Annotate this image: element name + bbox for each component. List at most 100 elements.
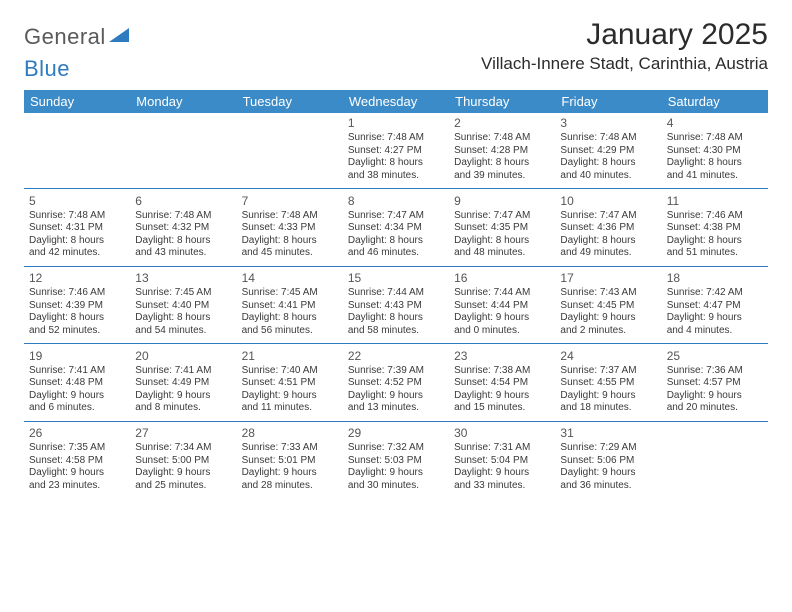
day-number: 25 [667, 349, 763, 364]
day-cell: 31Sunrise: 7:29 AMSunset: 5:06 PMDayligh… [555, 423, 661, 498]
week-row: 5Sunrise: 7:48 AMSunset: 4:31 PMDaylight… [24, 191, 768, 267]
sunset-line: Sunset: 4:51 PM [242, 377, 338, 390]
sunrise-line: Sunrise: 7:40 AM [242, 365, 338, 378]
sunrise-line: Sunrise: 7:41 AM [29, 365, 125, 378]
sunset-line: Sunset: 4:52 PM [348, 377, 444, 390]
sunset-line: Sunset: 5:04 PM [454, 455, 550, 468]
daylight-line-2: and 58 minutes. [348, 325, 444, 338]
logo-text-blue: Blue [24, 56, 70, 81]
sunrise-line: Sunrise: 7:41 AM [135, 365, 231, 378]
daylight-line-1: Daylight: 8 hours [242, 235, 338, 248]
day-number: 4 [667, 116, 763, 131]
daylight-line-2: and 4 minutes. [667, 325, 763, 338]
sunset-line: Sunset: 4:28 PM [454, 145, 550, 158]
day-header: Monday [130, 90, 236, 113]
daylight-line-2: and 33 minutes. [454, 480, 550, 493]
sunset-line: Sunset: 4:41 PM [242, 300, 338, 313]
sunset-line: Sunset: 4:32 PM [135, 222, 231, 235]
empty-cell [237, 113, 343, 189]
daylight-line-2: and 39 minutes. [454, 170, 550, 183]
day-header: Thursday [449, 90, 555, 113]
daylight-line-2: and 56 minutes. [242, 325, 338, 338]
day-number: 17 [560, 271, 656, 286]
sunrise-line: Sunrise: 7:48 AM [242, 210, 338, 223]
logo-triangle-icon [108, 27, 130, 48]
day-cell: 14Sunrise: 7:45 AMSunset: 4:41 PMDayligh… [237, 268, 343, 344]
sunset-line: Sunset: 4:45 PM [560, 300, 656, 313]
sunrise-line: Sunrise: 7:48 AM [348, 132, 444, 145]
day-cell: 27Sunrise: 7:34 AMSunset: 5:00 PMDayligh… [130, 423, 236, 498]
daylight-line-1: Daylight: 9 hours [667, 312, 763, 325]
daylight-line-1: Daylight: 9 hours [348, 390, 444, 403]
day-number: 21 [242, 349, 338, 364]
day-cell: 6Sunrise: 7:48 AMSunset: 4:32 PMDaylight… [130, 191, 236, 267]
daylight-line-2: and 6 minutes. [29, 402, 125, 415]
sunrise-line: Sunrise: 7:35 AM [29, 442, 125, 455]
daylight-line-1: Daylight: 9 hours [242, 467, 338, 480]
day-number: 13 [135, 271, 231, 286]
sunset-line: Sunset: 4:39 PM [29, 300, 125, 313]
sunset-line: Sunset: 5:00 PM [135, 455, 231, 468]
calendar-body: 1Sunrise: 7:48 AMSunset: 4:27 PMDaylight… [24, 113, 768, 498]
day-cell: 3Sunrise: 7:48 AMSunset: 4:29 PMDaylight… [555, 113, 661, 189]
sunrise-line: Sunrise: 7:48 AM [454, 132, 550, 145]
day-number: 10 [560, 194, 656, 209]
day-cell: 11Sunrise: 7:46 AMSunset: 4:38 PMDayligh… [662, 191, 768, 267]
sunset-line: Sunset: 4:27 PM [348, 145, 444, 158]
daylight-line-2: and 41 minutes. [667, 170, 763, 183]
daylight-line-1: Daylight: 9 hours [348, 467, 444, 480]
day-number: 19 [29, 349, 125, 364]
daylight-line-1: Daylight: 8 hours [454, 235, 550, 248]
sunrise-line: Sunrise: 7:47 AM [454, 210, 550, 223]
day-header: Wednesday [343, 90, 449, 113]
daylight-line-1: Daylight: 9 hours [454, 312, 550, 325]
sunrise-line: Sunrise: 7:42 AM [667, 287, 763, 300]
day-number: 28 [242, 426, 338, 441]
sunrise-line: Sunrise: 7:32 AM [348, 442, 444, 455]
daylight-line-2: and 0 minutes. [454, 325, 550, 338]
daylight-line-2: and 25 minutes. [135, 480, 231, 493]
daylight-line-1: Daylight: 8 hours [348, 312, 444, 325]
sunrise-line: Sunrise: 7:36 AM [667, 365, 763, 378]
sunset-line: Sunset: 5:01 PM [242, 455, 338, 468]
logo-text-general: General [24, 24, 106, 50]
daylight-line-1: Daylight: 8 hours [29, 312, 125, 325]
week-row: 1Sunrise: 7:48 AMSunset: 4:27 PMDaylight… [24, 113, 768, 189]
daylight-line-1: Daylight: 8 hours [348, 235, 444, 248]
daylight-line-1: Daylight: 8 hours [242, 312, 338, 325]
sunrise-line: Sunrise: 7:31 AM [454, 442, 550, 455]
day-cell: 29Sunrise: 7:32 AMSunset: 5:03 PMDayligh… [343, 423, 449, 498]
sunset-line: Sunset: 4:43 PM [348, 300, 444, 313]
day-number: 14 [242, 271, 338, 286]
sunset-line: Sunset: 4:49 PM [135, 377, 231, 390]
day-number: 15 [348, 271, 444, 286]
sunrise-line: Sunrise: 7:34 AM [135, 442, 231, 455]
day-number: 23 [454, 349, 550, 364]
sunrise-line: Sunrise: 7:48 AM [667, 132, 763, 145]
daylight-line-2: and 46 minutes. [348, 247, 444, 260]
day-number: 3 [560, 116, 656, 131]
sunrise-line: Sunrise: 7:33 AM [242, 442, 338, 455]
sunset-line: Sunset: 4:58 PM [29, 455, 125, 468]
sunrise-line: Sunrise: 7:39 AM [348, 365, 444, 378]
daylight-line-2: and 42 minutes. [29, 247, 125, 260]
sunset-line: Sunset: 4:33 PM [242, 222, 338, 235]
sunset-line: Sunset: 4:29 PM [560, 145, 656, 158]
daylight-line-2: and 28 minutes. [242, 480, 338, 493]
daylight-line-1: Daylight: 9 hours [560, 312, 656, 325]
day-cell: 25Sunrise: 7:36 AMSunset: 4:57 PMDayligh… [662, 346, 768, 422]
daylight-line-2: and 15 minutes. [454, 402, 550, 415]
daylight-line-1: Daylight: 9 hours [667, 390, 763, 403]
daylight-line-2: and 36 minutes. [560, 480, 656, 493]
day-cell: 20Sunrise: 7:41 AMSunset: 4:49 PMDayligh… [130, 346, 236, 422]
empty-cell [662, 423, 768, 498]
daylight-line-2: and 51 minutes. [667, 247, 763, 260]
day-cell: 24Sunrise: 7:37 AMSunset: 4:55 PMDayligh… [555, 346, 661, 422]
daylight-line-2: and 43 minutes. [135, 247, 231, 260]
daylight-line-1: Daylight: 9 hours [454, 390, 550, 403]
day-cell: 21Sunrise: 7:40 AMSunset: 4:51 PMDayligh… [237, 346, 343, 422]
day-number: 29 [348, 426, 444, 441]
day-cell: 15Sunrise: 7:44 AMSunset: 4:43 PMDayligh… [343, 268, 449, 344]
daylight-line-2: and 45 minutes. [242, 247, 338, 260]
daylight-line-1: Daylight: 8 hours [348, 157, 444, 170]
